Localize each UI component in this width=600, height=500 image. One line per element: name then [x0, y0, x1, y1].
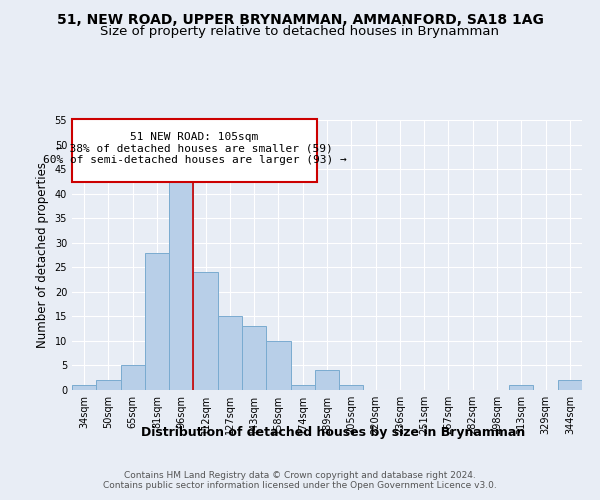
Bar — [121, 366, 145, 390]
FancyBboxPatch shape — [72, 118, 317, 182]
Bar — [145, 252, 169, 390]
Bar — [266, 341, 290, 390]
Text: 51, NEW ROAD, UPPER BRYNAMMAN, AMMANFORD, SA18 1AG: 51, NEW ROAD, UPPER BRYNAMMAN, AMMANFORD… — [56, 12, 544, 26]
Bar — [339, 385, 364, 390]
Bar — [169, 174, 193, 390]
Bar — [315, 370, 339, 390]
Bar — [193, 272, 218, 390]
Text: Distribution of detached houses by size in Brynamman: Distribution of detached houses by size … — [141, 426, 525, 439]
Text: 51 NEW ROAD: 105sqm
← 38% of detached houses are smaller (59)
60% of semi-detach: 51 NEW ROAD: 105sqm ← 38% of detached ho… — [43, 132, 346, 166]
Y-axis label: Number of detached properties: Number of detached properties — [36, 162, 49, 348]
Bar — [558, 380, 582, 390]
Bar — [96, 380, 121, 390]
Text: Contains HM Land Registry data © Crown copyright and database right 2024.
Contai: Contains HM Land Registry data © Crown c… — [103, 470, 497, 490]
Bar — [218, 316, 242, 390]
Bar — [242, 326, 266, 390]
Bar — [290, 385, 315, 390]
Text: Size of property relative to detached houses in Brynamman: Size of property relative to detached ho… — [101, 25, 499, 38]
Bar — [509, 385, 533, 390]
Bar — [72, 385, 96, 390]
